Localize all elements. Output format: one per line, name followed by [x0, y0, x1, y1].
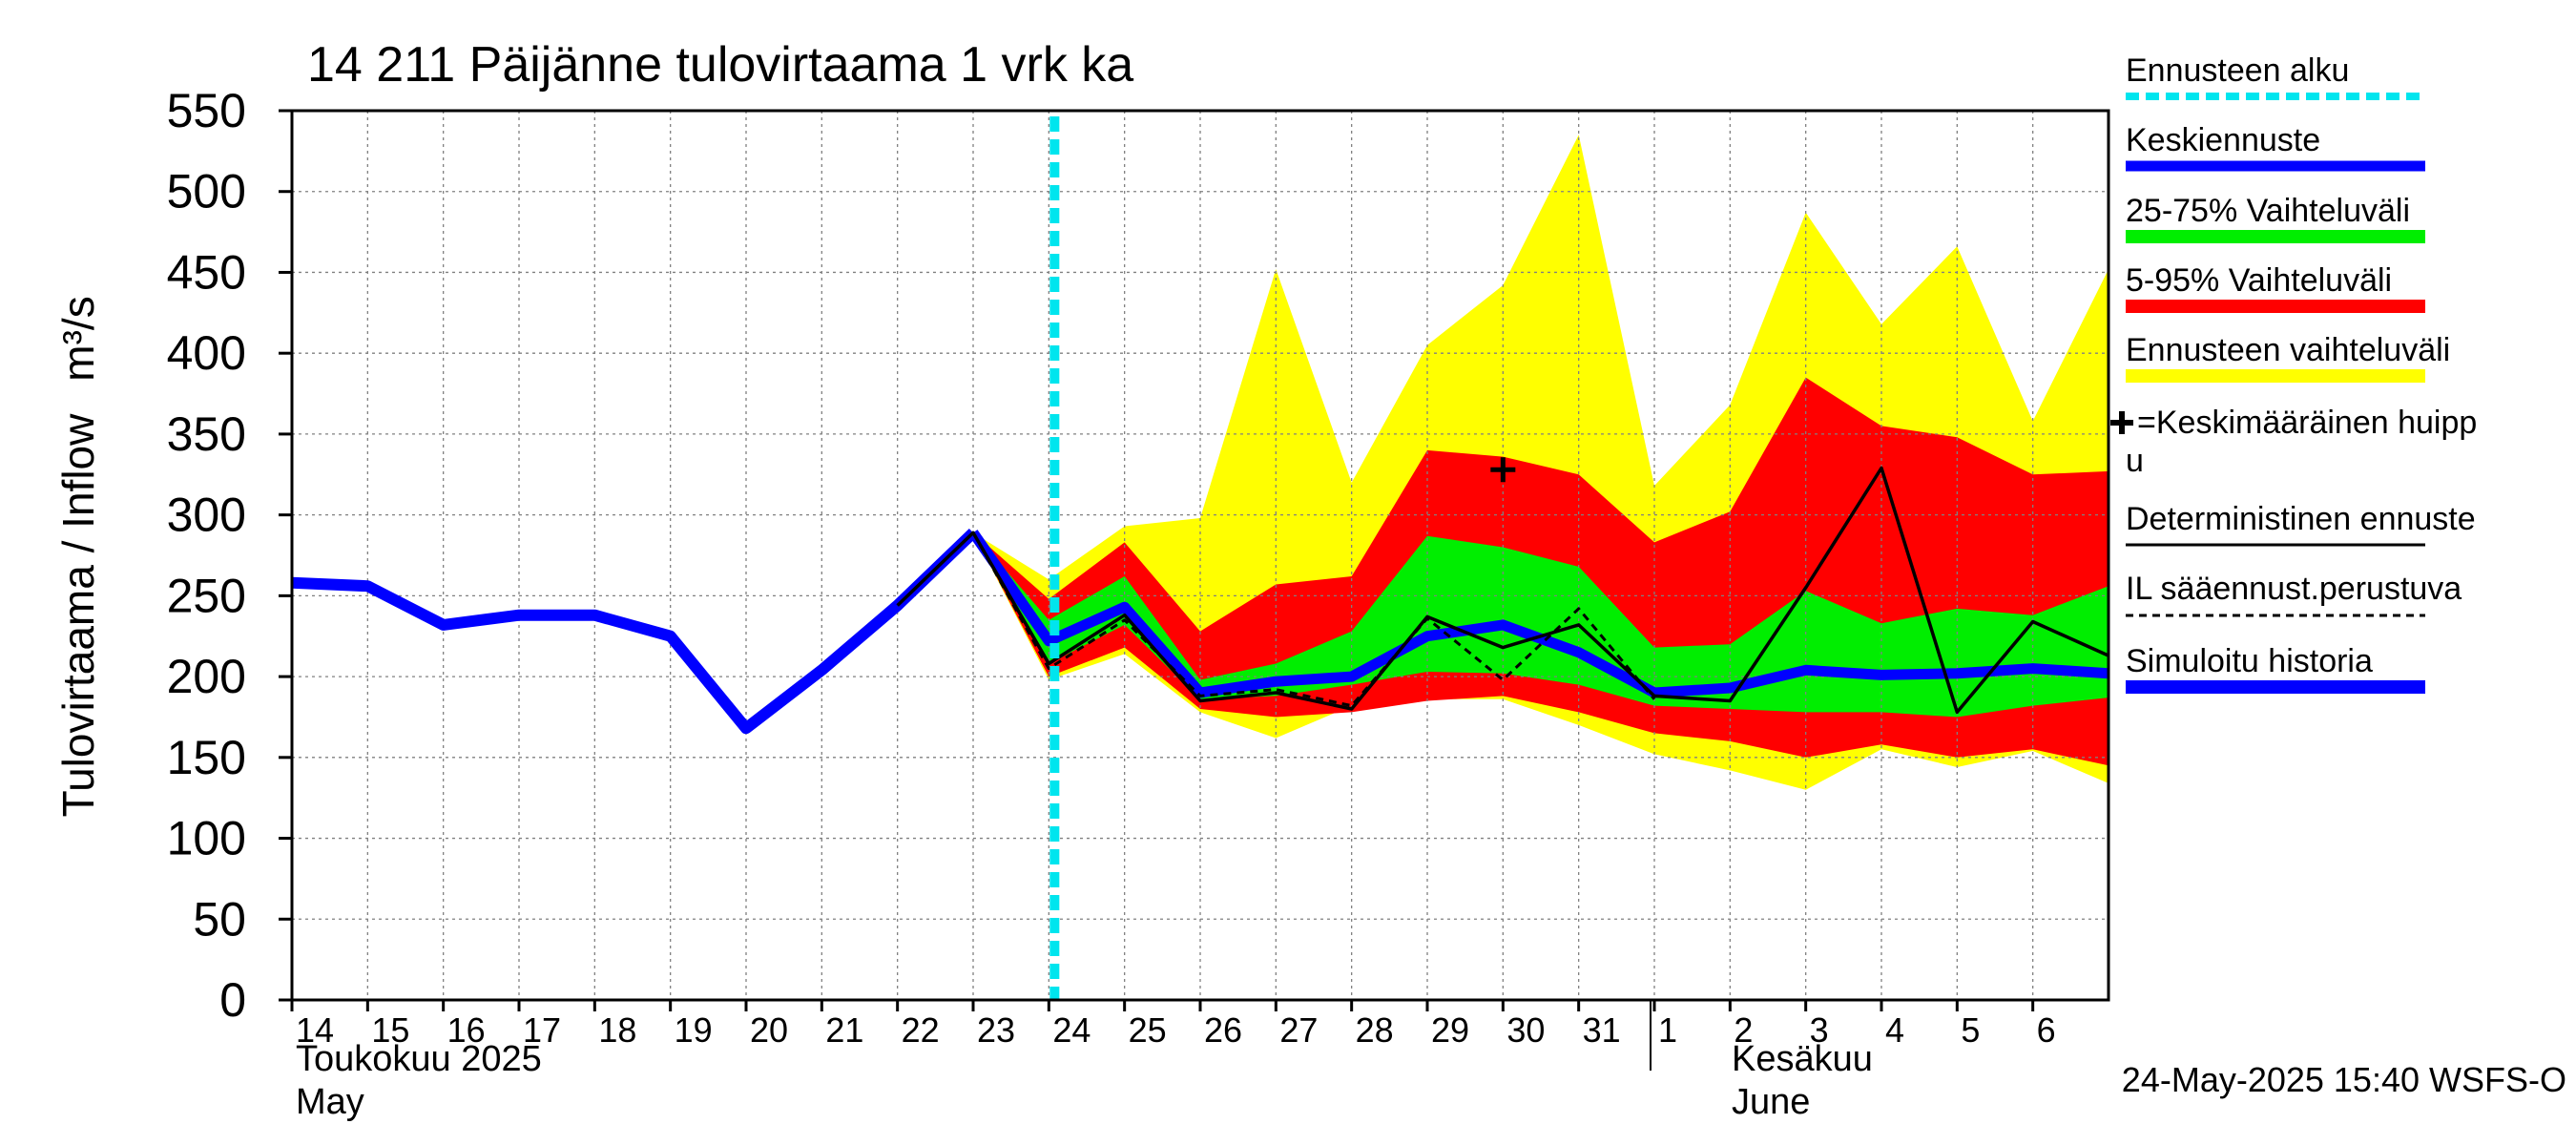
x-tick-label: 23: [977, 1010, 1015, 1050]
x-tick-label: 15: [371, 1010, 409, 1050]
y-tick-label: 100: [167, 812, 246, 865]
x-tick-label: 14: [296, 1010, 334, 1050]
x-tick-label: 17: [523, 1010, 561, 1050]
y-tick-label: 150: [167, 731, 246, 784]
x-tick-label: 18: [598, 1010, 636, 1050]
chart-title: 14 211 Päijänne tulovirtaama 1 vrk ka: [307, 37, 1133, 93]
weather-forecast-line: [896, 531, 1656, 708]
y-tick-label: 550: [167, 84, 246, 137]
x-tick-label: 19: [675, 1010, 713, 1050]
x-tick-label: 29: [1431, 1010, 1469, 1050]
mean-forecast-line: [968, 530, 2109, 698]
legend-forecast-range-label: Ennusteen vaihteluväli: [2126, 332, 2450, 368]
x-tick-label: 1: [1658, 1010, 1677, 1050]
x-tick-label: 24: [1052, 1010, 1091, 1050]
legend-peak-label: =Keskimääräinen huipp: [2137, 405, 2477, 441]
x-tick-label: 25: [1129, 1010, 1167, 1050]
legend-range-25-75-label: 25-75% Vaihteluväli: [2126, 193, 2410, 229]
peak-marker: [1490, 457, 1516, 483]
x-tick-label: 5: [1961, 1010, 1980, 1050]
month-label-june-en: June: [1732, 1082, 1810, 1122]
month-label-may-en: May: [296, 1082, 364, 1122]
legend-range-5-95-label: 5-95% Vaihteluväli: [2126, 262, 2392, 299]
x-tick-label: 6: [2037, 1010, 2056, 1050]
x-tick-label: 28: [1356, 1010, 1394, 1050]
legend-peak-label-wrap: u: [2126, 443, 2144, 479]
legend-mean-label: Keskiennuste: [2126, 122, 2320, 158]
y-tick-label: 350: [167, 407, 246, 461]
x-axis-ticks: 14 15 16 17 18 19 20 21 22 23 24 25 26 27 28 29 30 31 1 2 3 4…: [290, 1000, 2056, 1050]
x-tick-label: 16: [447, 1010, 486, 1050]
month-label-june-fi: Kesäkuu: [1732, 1039, 1873, 1079]
legend-peak-marker-icon: [2110, 411, 2133, 434]
y-axis-title: Tulovirtaama / Inflow m³/s: [53, 296, 103, 817]
legend-simulated-label: Simuloitu historia: [2126, 643, 2373, 679]
y-tick-label: 500: [167, 165, 246, 219]
legend-forecast-start-label: Ennusteen alku: [2126, 52, 2349, 89]
y-axis-label: Tulovirtaama / Inflow: [53, 413, 103, 817]
month-label-may-fi: Toukokuu 2025: [296, 1039, 542, 1079]
x-tick-label: 22: [902, 1010, 940, 1050]
x-tick-label: 3: [1810, 1010, 1829, 1050]
y-tick-label: 450: [167, 245, 246, 299]
month-labels: Toukokuu 2025 May Kesäkuu June: [296, 1039, 1873, 1122]
timestamp: 24-May-2025 15:40 WSFS-O: [2122, 1060, 2566, 1099]
legend-weather-label: IL sääennust.perustuva: [2126, 571, 2462, 607]
x-tick-label: 26: [1204, 1010, 1242, 1050]
legend: Ennusteen alku Keskiennuste 25-75% Vaiht…: [2110, 52, 2477, 694]
y-axis-ticks: 0 50 100 150 200 250 300 350 400 450 500 550: [167, 84, 292, 1027]
x-tick-label: 20: [750, 1010, 788, 1050]
y-tick-label: 250: [167, 569, 246, 622]
y-tick-label: 300: [167, 489, 246, 542]
y-tick-label: 0: [219, 973, 246, 1027]
y-axis-unit: m³/s: [53, 296, 103, 381]
legend-deterministic-label: Deterministinen ennuste: [2126, 501, 2476, 537]
y-tick-label: 50: [193, 892, 246, 946]
x-tick-label: 21: [825, 1010, 863, 1050]
deterministic-forecast-line: [896, 466, 2109, 715]
x-tick-label: 4: [1885, 1010, 1904, 1050]
series-lines: [291, 116, 2109, 1000]
grid-lines: [292, 111, 2109, 1000]
x-tick-label: 2: [1734, 1010, 1753, 1050]
x-tick-label: 30: [1506, 1010, 1545, 1050]
y-tick-label: 400: [167, 326, 246, 380]
x-tick-label: 27: [1279, 1010, 1318, 1050]
simulated-history-line: [291, 528, 978, 735]
x-tick-label: 31: [1583, 1010, 1621, 1050]
y-tick-label: 200: [167, 650, 246, 703]
